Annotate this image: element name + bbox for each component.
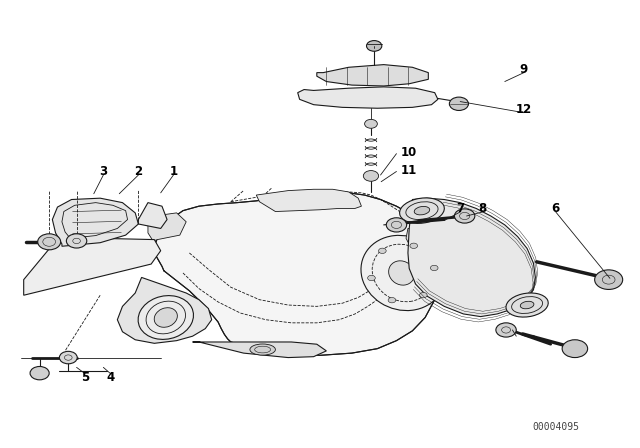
Circle shape [419,293,427,298]
Circle shape [388,297,396,303]
Polygon shape [117,277,212,343]
Text: 2: 2 [134,165,143,178]
Circle shape [562,340,588,358]
Polygon shape [408,198,536,317]
Text: 11: 11 [401,164,417,177]
Circle shape [38,234,61,250]
Polygon shape [256,189,362,211]
Text: 00004095: 00004095 [532,422,579,431]
Circle shape [365,119,378,128]
Ellipse shape [250,344,275,355]
Ellipse shape [520,302,534,309]
Circle shape [496,323,516,337]
Polygon shape [24,237,161,295]
Circle shape [430,265,438,271]
Circle shape [367,41,382,51]
Ellipse shape [414,207,429,215]
Text: 9: 9 [520,63,528,76]
Polygon shape [154,192,438,355]
Polygon shape [138,202,167,228]
Ellipse shape [361,235,445,310]
Text: 1: 1 [170,165,177,178]
Ellipse shape [399,198,444,224]
Text: 10: 10 [401,146,417,159]
Ellipse shape [388,261,415,285]
Circle shape [364,171,379,181]
Circle shape [60,351,77,364]
Text: 5: 5 [81,371,90,384]
Circle shape [67,234,87,248]
Text: 4: 4 [107,371,115,384]
Polygon shape [193,342,326,358]
Circle shape [30,366,49,380]
Circle shape [387,218,406,232]
Polygon shape [298,87,438,108]
Circle shape [595,270,623,289]
Polygon shape [406,228,429,253]
Circle shape [378,248,386,254]
Polygon shape [52,198,138,246]
Text: 12: 12 [516,103,532,116]
Ellipse shape [506,293,548,317]
Polygon shape [148,213,186,241]
Text: 6: 6 [552,202,560,215]
Text: 7: 7 [456,202,464,215]
Ellipse shape [154,308,177,327]
Circle shape [449,97,468,111]
Ellipse shape [138,296,193,340]
Text: 3: 3 [99,165,108,178]
Circle shape [367,276,375,280]
Text: 8: 8 [478,202,486,215]
Circle shape [410,243,417,249]
Polygon shape [317,65,428,86]
Circle shape [454,209,475,223]
